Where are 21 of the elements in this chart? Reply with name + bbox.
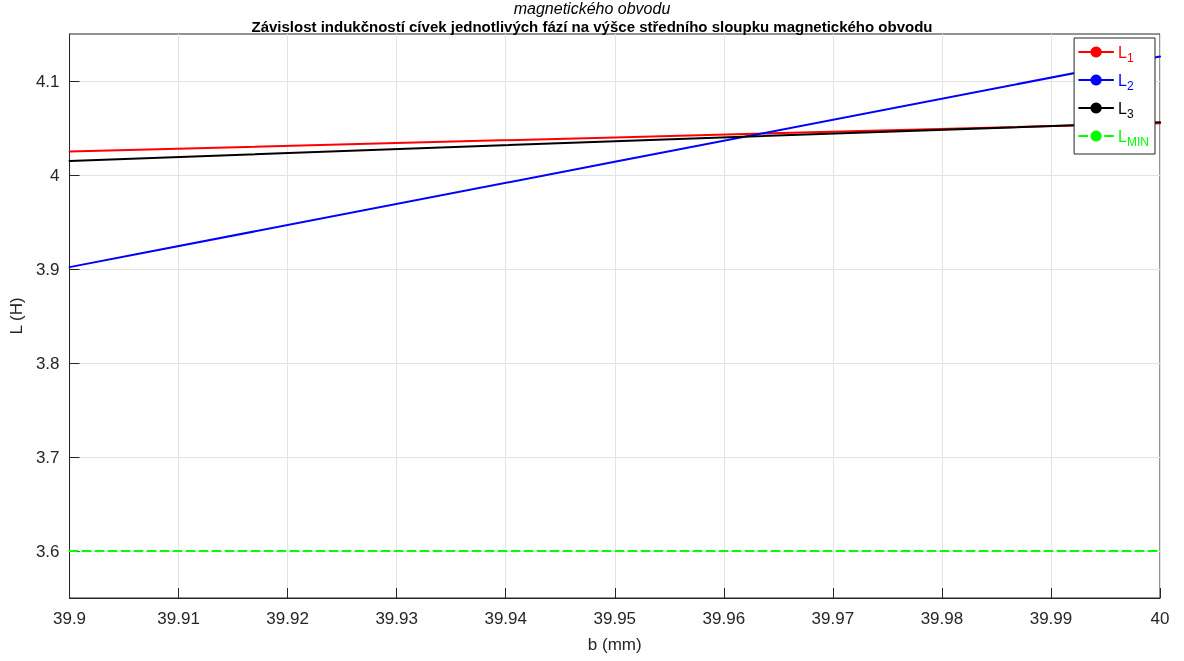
y-tick-label: 3.9 bbox=[35, 259, 60, 279]
x-tick-label: 39.98 bbox=[920, 609, 964, 628]
y-axis-title: L (H) bbox=[7, 297, 26, 335]
y-tick-label: 4.1 bbox=[35, 71, 60, 91]
x-tick-label: 39.92 bbox=[266, 609, 309, 628]
text: magnetického obvodu bbox=[513, 0, 671, 17]
x-tick-label: 39.93 bbox=[375, 609, 418, 628]
x-tick-label: 39.9 bbox=[52, 609, 87, 628]
y-tick-label: 4 bbox=[50, 165, 60, 185]
chart-title: Závislost indukčností cívek jednotlivých fází na výšce středního sloupku magnetického obvodu bbox=[251, 18, 933, 35]
x-tick-label: 39.97 bbox=[811, 609, 855, 628]
x-tick-label: 39.94 bbox=[484, 609, 527, 628]
x-tick-label: 40 bbox=[1150, 609, 1170, 628]
x-tick-label: 39.96 bbox=[702, 609, 746, 628]
y-tick-label: 3.8 bbox=[35, 353, 60, 373]
x-axis-title: b (mm) bbox=[587, 635, 642, 654]
x-tick-label: 39.91 bbox=[157, 609, 200, 628]
y-tick-label: 3.7 bbox=[35, 447, 60, 467]
x-tick-label: 39.99 bbox=[1029, 609, 1073, 628]
y-tick-label: 3.6 bbox=[35, 541, 60, 561]
x-tick-label: 39.95 bbox=[593, 609, 637, 628]
